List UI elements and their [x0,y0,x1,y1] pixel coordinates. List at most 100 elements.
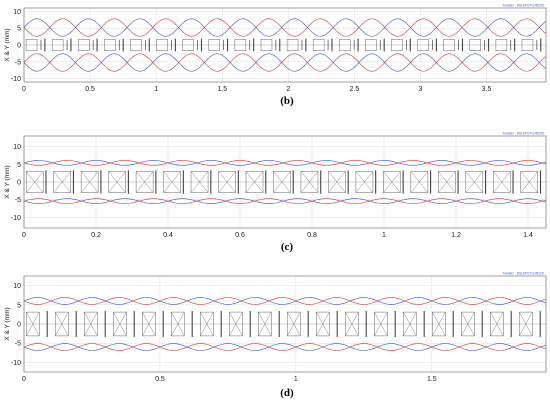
gap-element [383,171,401,193]
plot-frame [23,275,547,373]
x-tick-label: 0.2 [91,232,101,239]
x-tick-label: 1 [382,232,386,239]
gap-element-diagonal [490,311,504,337]
gap-element [25,39,38,51]
y-tick-label: 0 [17,43,21,50]
gap-element [443,39,455,51]
gap-element-diagonal [410,171,429,193]
gap-element [520,171,539,193]
gap-element [495,39,508,51]
gap-element-diagonal [520,171,538,193]
gap-element-diagonal [258,311,272,337]
gap-element-diagonal [432,311,446,337]
gap-element [55,311,69,337]
gap-element [135,171,154,193]
gap-element-diagonal [135,171,154,193]
gap-element-diagonal [519,311,533,337]
gap-element-diagonal [218,171,236,193]
gap-element [182,39,194,51]
y-axis-label: X & Y (mm) [4,28,11,61]
gap-element [200,311,214,337]
gap-element-diagonal [493,171,511,193]
gap-element [130,39,142,51]
gap-element [345,311,359,337]
y-tick-label: 5 [17,302,21,309]
x-tick-label: 0 [22,376,26,383]
y-tick-label: -5 [15,59,21,66]
panel-caption: (c) [281,241,294,253]
gap-element-diagonal [190,171,209,193]
gap-element-diagonal [287,311,301,337]
gap-element-diagonal [229,311,243,337]
gap-element [273,171,291,193]
panel-caption: (d) [280,387,294,399]
gap-element-diagonal [84,311,98,337]
x-tick-label: 1 [294,376,298,383]
gap-element [432,311,446,337]
gap-element [113,311,127,337]
gap-element-diagonal [171,311,185,337]
gap-element [78,39,90,51]
y-tick-label: 10 [13,144,21,151]
gap-element [312,39,325,51]
y-envelope-upper [23,160,547,166]
gap-element [286,39,299,51]
y-envelope-lower [23,198,547,204]
y-axis-label: X & Y (mm) [4,307,11,340]
gap-element-diagonal [328,171,346,193]
gap-element [417,39,429,51]
y-tick-label: -5 [15,197,21,204]
x-tick-label: 0.5 [155,376,165,383]
gap-element [208,39,220,51]
gap-element [300,171,319,193]
gap-element [84,311,98,337]
chart-panel-d: 0 0.5 1 1.5 10 5 0 -5 -10 X & Y (mm) Transfer - DS… [4,272,547,399]
x-tick-label: 2.5 [350,86,360,93]
x-tick-label: 1.4 [523,232,533,239]
panel-caption: (b) [280,95,294,107]
gap-element [519,311,533,337]
gap-element [469,39,481,51]
gap-element [490,311,504,337]
gap-element-diagonal [273,171,291,193]
x-envelope-upper [23,297,547,305]
gap-element [258,311,272,337]
y-envelope-upper [23,297,547,305]
gap-element [229,311,243,337]
y-tick-label: 10 [13,283,21,290]
gap-element [234,39,247,51]
gap-element-diagonal [245,171,264,193]
gap-element-diagonal [80,171,99,193]
gap-element-diagonal [113,311,127,337]
x-tick-label: 0 [22,86,26,93]
gap-element [218,171,236,193]
gap-element [316,311,330,337]
watermark-text: Transfer - DSLEPGTUJ4DCK [502,132,545,136]
y-envelope-upper [23,18,547,37]
gap-element [156,39,168,51]
gap-element [365,39,377,51]
y-tick-label: 5 [17,162,21,169]
gap-element-diagonal [55,311,69,337]
gap-element-diagonal [355,171,374,193]
gap-element [391,39,403,51]
x-tick-label: 1.5 [427,376,437,383]
gap-element [25,171,44,193]
plot-frame [23,7,547,83]
gap-element [80,171,99,193]
x-tick-label: 0.6 [235,232,245,239]
y-tick-label: 5 [17,26,21,33]
y-envelope-lower [23,343,547,351]
gap-element [339,39,351,51]
gap-element [190,171,209,193]
y-tick-label: 0 [17,322,21,329]
gap-element [521,39,534,51]
gap-element-diagonal [26,171,44,193]
y-tick-label: 10 [13,9,21,16]
chart-panel-c: 0 0.2 0.4 0.6 0.8 1 1.2 1.4 10 5 0 -5 -10 X & Y (mm) T… [4,132,547,253]
gap-element [438,171,456,193]
gap-element-diagonal [300,171,319,193]
gap-element [163,171,181,193]
gap-element [287,311,301,337]
x-envelope-lower [23,343,547,351]
